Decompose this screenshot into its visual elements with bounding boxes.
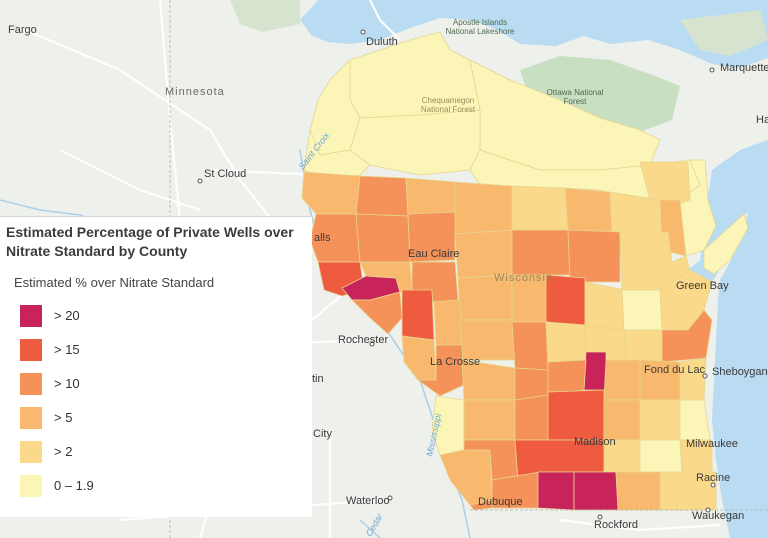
county-chippewa <box>407 211 456 263</box>
city-dot-marquette <box>709 67 715 73</box>
county-dane-n <box>547 389 605 441</box>
county-burnett <box>303 129 371 179</box>
city-dot-rockford <box>597 514 603 520</box>
county-dodge <box>603 359 641 401</box>
city-dot-sheboygan <box>702 373 708 379</box>
label-eauclaire: Eau Claire <box>408 248 460 260</box>
label-rochester: Rochester <box>338 334 389 346</box>
legend-swatch <box>20 407 42 429</box>
county-langlade <box>564 187 613 233</box>
legend-swatch <box>20 373 42 395</box>
label-duluth: Duluth <box>366 36 398 48</box>
forest-ottawa <box>520 56 680 132</box>
county-trempealeau <box>401 289 435 341</box>
county-outagamie <box>584 281 626 331</box>
label-greenbay: Green Bay <box>676 280 729 292</box>
county-washington <box>639 399 681 441</box>
legend-subtitle: Estimated % over Nitrate Standard <box>14 275 215 290</box>
counties <box>301 31 749 511</box>
legend-label: 0 – 1.9 <box>54 478 94 493</box>
legend-swatch <box>20 339 42 361</box>
county-door <box>703 213 749 275</box>
label-sheboygan: Sheboygan <box>712 366 768 378</box>
legend-swatch <box>20 305 42 327</box>
county-iowa-ish <box>514 394 551 441</box>
legend-label: > 15 <box>54 342 80 357</box>
label-minnesota: Minnesota <box>165 86 225 98</box>
label-wisconsin: Wisconsin <box>494 272 554 284</box>
county-adams <box>511 321 549 371</box>
legend-swatch <box>20 475 42 497</box>
county-lafayette-w <box>469 499 493 511</box>
city-dot-waterloo <box>387 495 393 501</box>
label-falls: alls <box>314 232 331 244</box>
lake-superior <box>300 0 768 68</box>
county-lincoln <box>511 185 569 231</box>
label-fondulac: Fond du Lac <box>644 364 706 376</box>
legend-label: > 20 <box>54 308 80 323</box>
label-waukegan: Waukegan <box>692 510 745 522</box>
label-waterloo: Waterloo <box>346 495 390 507</box>
legend-panel: Estimated Percentage of Private Wells ov… <box>0 216 312 517</box>
label-fargo: Fargo <box>8 24 37 36</box>
county-rock <box>573 471 619 511</box>
label-apostle: Apostle Islands National Lakeshore <box>445 18 515 36</box>
city-dot-racine <box>710 482 716 488</box>
label-stcloud: St Cloud <box>204 168 247 180</box>
legend-label: > 5 <box>54 410 73 425</box>
county-rusk <box>405 177 456 217</box>
city-dot-waukegan <box>705 507 711 513</box>
county-waukesha <box>639 439 683 473</box>
label-ottawa: Ottawa National Forest <box>546 88 604 106</box>
label-dubuque: Dubuque <box>478 496 523 508</box>
county-waushara <box>545 321 587 363</box>
label-ha: Ha <box>756 114 768 126</box>
county-monroe <box>433 299 463 346</box>
county-florence <box>639 161 691 207</box>
label-madison: Madison <box>574 436 616 448</box>
legend-swatch <box>20 441 42 463</box>
label-city: City <box>313 428 332 440</box>
county-taylor <box>454 181 513 235</box>
forest-minnesota <box>230 0 300 32</box>
label-racine: Racine <box>696 472 731 484</box>
city-dot-duluth <box>360 29 366 35</box>
legend-title: Estimated Percentage of Private Wells ov… <box>6 224 294 259</box>
label-rockford: Rockford <box>594 519 639 531</box>
county-jefferson <box>603 399 641 441</box>
county-greenlake <box>583 351 607 391</box>
label-tin: tin <box>312 373 324 385</box>
county-columbia <box>547 359 587 396</box>
county-clark <box>454 229 513 279</box>
city-dot-stcloud <box>197 178 203 184</box>
label-marquette: Marquette <box>720 62 768 74</box>
county-walworth <box>615 471 661 511</box>
county-green <box>537 471 575 511</box>
label-lacrosse: La Crosse <box>430 356 481 368</box>
legend-label: > 2 <box>54 444 73 459</box>
county-marathon <box>511 229 571 276</box>
county-juneau <box>459 319 516 361</box>
county-barron <box>355 175 409 217</box>
county-brown <box>621 289 663 331</box>
county-polk <box>301 171 361 215</box>
label-milwaukee: Milwaukee <box>686 438 738 450</box>
county-calumet <box>623 329 663 363</box>
label-chequamegon: Chequamegon National Forest <box>420 96 476 114</box>
legend-label: > 10 <box>54 376 80 391</box>
city-dot-rochester <box>369 341 375 347</box>
county-vernon <box>417 344 465 397</box>
county-richland <box>463 399 516 441</box>
county-forest <box>639 199 687 257</box>
county-dunn <box>355 213 411 263</box>
county-shawano <box>567 229 621 283</box>
forest-northmi <box>680 10 768 56</box>
